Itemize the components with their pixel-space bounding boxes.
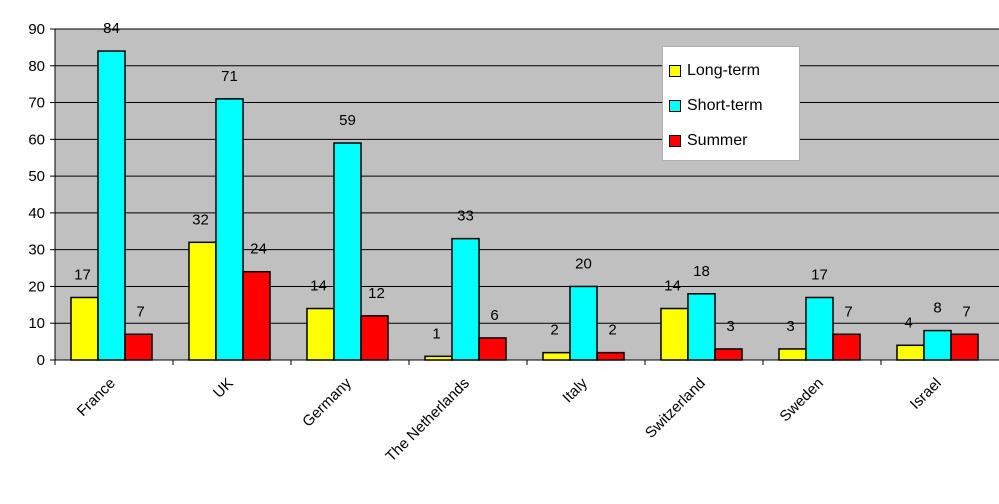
bar (832, 333, 861, 361)
y-tick-label: 0 (37, 352, 45, 369)
legend-swatch-short-term (669, 99, 681, 112)
data-label: 24 (250, 241, 267, 258)
x-tick-label: Germany (299, 374, 355, 430)
data-label: 3 (786, 318, 794, 335)
x-tick-label: Sweden (776, 375, 826, 425)
legend-swatch-long-term (669, 64, 681, 77)
data-label: 18 (693, 263, 710, 280)
bar (660, 307, 689, 361)
x-tick-label: France (74, 375, 119, 420)
bar (360, 315, 389, 361)
data-label: 7 (136, 303, 144, 320)
data-label: 12 (368, 285, 385, 302)
data-label: 1 (432, 325, 440, 342)
bar (242, 270, 271, 361)
bar (950, 333, 979, 361)
y-tick-label: 20 (28, 278, 45, 295)
bar (124, 333, 153, 361)
data-label: 3 (726, 318, 734, 335)
y-tick-label: 30 (28, 242, 45, 259)
bar (97, 50, 126, 361)
data-label: 17 (811, 266, 828, 283)
data-label: 33 (457, 208, 474, 225)
bar (306, 307, 335, 361)
x-tick-label: The Netherlands (382, 375, 472, 465)
legend-item-long-term: Long-term (669, 53, 799, 88)
data-label: 7 (962, 303, 970, 320)
x-tick-label: Switzerland (642, 375, 709, 442)
bar (70, 296, 99, 361)
legend-label-short-term: Short-term (687, 96, 763, 114)
data-label: 2 (550, 322, 558, 339)
y-tick-label: 80 (28, 58, 45, 75)
bar (569, 285, 598, 361)
legend-item-summer: Summer (669, 123, 799, 158)
bar (424, 355, 453, 361)
x-tick-label: Italy (559, 374, 591, 406)
bar (333, 142, 362, 361)
bar (451, 237, 480, 361)
data-label: 4 (904, 314, 912, 331)
data-label: 20 (575, 255, 592, 272)
x-axis: France UK Germany The Netherlands Italy Switz… (54, 359, 999, 465)
data-label: 71 (221, 68, 238, 85)
legend-label-long-term: Long-term (687, 61, 760, 79)
y-tick-label: 90 (28, 21, 45, 38)
legend-swatch-summer (669, 134, 681, 147)
data-label: 14 (664, 278, 681, 295)
bar (188, 241, 217, 361)
legend-label-summer: Summer (687, 131, 748, 149)
y-tick-label: 70 (28, 95, 45, 112)
bar (215, 98, 244, 361)
y-tick-label: 40 (28, 205, 45, 222)
bar (596, 351, 625, 361)
data-label: 59 (339, 112, 356, 129)
y-axis: 0 10 20 30 40 50 60 70 80 90 (28, 21, 56, 369)
legend-item-short-term: Short-term (669, 88, 799, 123)
data-label: 84 (103, 20, 120, 37)
data-label: 14 (310, 278, 327, 295)
x-tick-label: Israel (907, 375, 945, 413)
y-tick-label: 50 (28, 168, 45, 185)
bar (687, 293, 716, 361)
bar (478, 337, 507, 361)
legend: Long-term Short-term Summer (662, 46, 800, 161)
data-label: 17 (74, 266, 91, 283)
data-label: 6 (490, 307, 498, 324)
bar (896, 344, 925, 361)
bar (714, 348, 743, 361)
data-label: 32 (192, 211, 209, 228)
bar (923, 329, 952, 361)
data-label: 8 (933, 300, 941, 317)
y-tick-label: 60 (28, 131, 45, 148)
bar (805, 296, 834, 361)
data-label: 2 (608, 322, 616, 339)
y-tick-label: 10 (28, 315, 45, 332)
bar (542, 351, 571, 361)
x-tick-label: UK (210, 375, 237, 402)
bar (778, 348, 807, 361)
bars (70, 50, 979, 361)
data-label: 7 (844, 303, 852, 320)
